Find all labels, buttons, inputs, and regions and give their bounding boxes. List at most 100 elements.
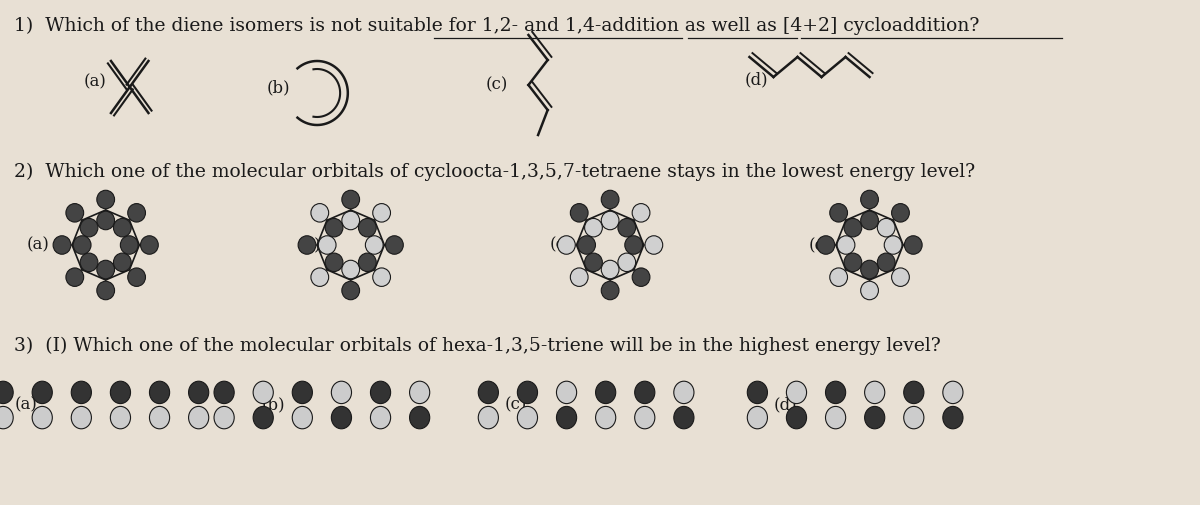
Circle shape xyxy=(365,236,383,254)
Circle shape xyxy=(342,281,360,300)
Ellipse shape xyxy=(293,407,312,429)
Ellipse shape xyxy=(786,407,806,429)
Circle shape xyxy=(829,204,847,222)
Text: (c): (c) xyxy=(550,236,572,254)
Circle shape xyxy=(601,260,619,279)
Ellipse shape xyxy=(32,407,53,429)
Ellipse shape xyxy=(748,381,768,403)
Ellipse shape xyxy=(32,381,53,403)
Circle shape xyxy=(311,204,329,222)
Circle shape xyxy=(601,211,619,230)
Circle shape xyxy=(97,260,114,279)
Circle shape xyxy=(570,268,588,286)
Circle shape xyxy=(860,281,878,300)
Text: (d): (d) xyxy=(745,72,768,88)
Circle shape xyxy=(342,211,360,230)
Ellipse shape xyxy=(673,381,694,403)
Circle shape xyxy=(632,268,650,286)
Circle shape xyxy=(570,204,588,222)
Ellipse shape xyxy=(371,381,391,403)
Circle shape xyxy=(860,190,878,209)
Text: (d): (d) xyxy=(774,396,797,414)
Circle shape xyxy=(584,219,602,237)
Circle shape xyxy=(860,211,878,230)
Text: (b): (b) xyxy=(262,396,284,414)
Circle shape xyxy=(318,236,336,254)
Ellipse shape xyxy=(0,407,13,429)
Text: (a): (a) xyxy=(26,236,49,254)
Circle shape xyxy=(66,204,84,222)
Circle shape xyxy=(892,204,910,222)
Ellipse shape xyxy=(673,407,694,429)
Circle shape xyxy=(325,219,343,237)
Circle shape xyxy=(644,236,662,254)
Ellipse shape xyxy=(635,407,655,429)
Ellipse shape xyxy=(517,407,538,429)
Circle shape xyxy=(625,236,642,254)
Circle shape xyxy=(817,236,835,254)
Circle shape xyxy=(844,253,862,272)
Text: (d): (d) xyxy=(809,236,833,254)
Circle shape xyxy=(385,236,403,254)
Circle shape xyxy=(120,236,138,254)
Ellipse shape xyxy=(71,381,91,403)
Circle shape xyxy=(905,236,922,254)
Circle shape xyxy=(860,260,878,279)
Ellipse shape xyxy=(595,381,616,403)
Circle shape xyxy=(632,204,650,222)
Ellipse shape xyxy=(71,407,91,429)
Circle shape xyxy=(829,268,847,286)
Circle shape xyxy=(577,236,595,254)
Circle shape xyxy=(618,253,636,272)
Text: (a): (a) xyxy=(84,74,107,90)
Ellipse shape xyxy=(517,381,538,403)
Circle shape xyxy=(80,253,98,272)
Ellipse shape xyxy=(110,407,131,429)
Circle shape xyxy=(601,190,619,209)
Ellipse shape xyxy=(826,407,846,429)
Circle shape xyxy=(838,236,854,254)
Circle shape xyxy=(97,190,114,209)
Ellipse shape xyxy=(371,407,391,429)
Ellipse shape xyxy=(865,407,884,429)
Text: 2)  Which one of the molecular orbitals of cycloocta-1,3,5,7-tetraene stays in t: 2) Which one of the molecular orbitals o… xyxy=(14,163,976,181)
Ellipse shape xyxy=(409,407,430,429)
Ellipse shape xyxy=(150,407,169,429)
Circle shape xyxy=(97,211,114,230)
Circle shape xyxy=(127,204,145,222)
Ellipse shape xyxy=(904,407,924,429)
Circle shape xyxy=(359,253,377,272)
Circle shape xyxy=(844,219,862,237)
Ellipse shape xyxy=(0,381,13,403)
Ellipse shape xyxy=(904,381,924,403)
Ellipse shape xyxy=(110,381,131,403)
Circle shape xyxy=(892,268,910,286)
Circle shape xyxy=(80,219,98,237)
Ellipse shape xyxy=(331,407,352,429)
Ellipse shape xyxy=(595,407,616,429)
Ellipse shape xyxy=(557,407,577,429)
Circle shape xyxy=(73,236,91,254)
Ellipse shape xyxy=(150,381,169,403)
Circle shape xyxy=(97,281,114,300)
Circle shape xyxy=(359,219,377,237)
Circle shape xyxy=(877,253,895,272)
Circle shape xyxy=(618,219,636,237)
Ellipse shape xyxy=(786,381,806,403)
Circle shape xyxy=(114,253,131,272)
Ellipse shape xyxy=(214,381,234,403)
Circle shape xyxy=(342,260,360,279)
Circle shape xyxy=(584,253,602,272)
Ellipse shape xyxy=(253,381,274,403)
Circle shape xyxy=(140,236,158,254)
Ellipse shape xyxy=(188,381,209,403)
Circle shape xyxy=(114,219,131,237)
Circle shape xyxy=(342,190,360,209)
Ellipse shape xyxy=(479,381,498,403)
Ellipse shape xyxy=(214,407,234,429)
Text: (b): (b) xyxy=(298,236,322,254)
Circle shape xyxy=(311,268,329,286)
Text: (c): (c) xyxy=(485,76,508,93)
Circle shape xyxy=(373,204,390,222)
Circle shape xyxy=(877,219,895,237)
